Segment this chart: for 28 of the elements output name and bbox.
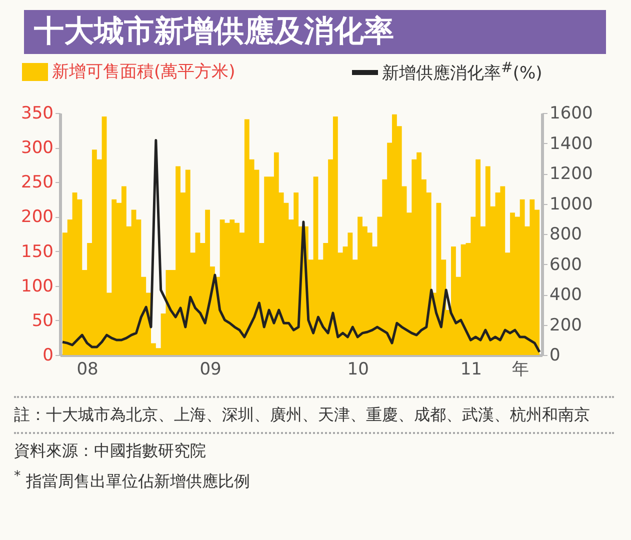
y2-tick-label: 200 [550,315,582,336]
x-tick-label: 08 [76,360,98,380]
y2-tick-label: 1000 [550,194,593,214]
x-tick-label: 10 [347,360,369,380]
y2-tick-label: 400 [550,285,582,305]
source-note: 資料來源：中國指數研究院 [14,440,207,462]
chart-title: 十大城市新增供應及消化率 [24,10,606,54]
x-tick-label: 09 [200,360,222,380]
text: 註：十大城市為北京、上海、深圳、廣州、天津、重慶、成都、武漢、杭州和南京 [14,404,591,426]
text: $^{*}$ 指當周售出單位佔新增供應比例 [14,468,251,492]
y2-tick-label: 1400 [550,134,593,154]
legend-label: 新增可售面積(萬平方米) [52,61,236,83]
y-tick-label: 100 [21,276,54,296]
y2-tick-label: 1600 [550,104,593,124]
y-tick-label: 0 [42,346,54,366]
y-tick-label: 50 [32,310,54,331]
y-tick-label: 300 [21,138,54,158]
x-tick-label: 11 [460,360,482,380]
y2-tick-label: 1200 [550,164,593,184]
y-tick-label: 150 [21,242,54,262]
y2-tick-label: 0 [550,346,560,366]
legend-label: 新增供應消化率$^{#}$(%) [382,60,542,85]
y-tick-label: 350 [21,104,54,124]
y2-tick-label: 800 [550,224,582,244]
y-tick-label: 200 [21,207,54,228]
x-tick-label: 年 [512,360,529,380]
y-tick-label: 250 [21,172,54,193]
y2-tick-label: 600 [550,254,582,275]
